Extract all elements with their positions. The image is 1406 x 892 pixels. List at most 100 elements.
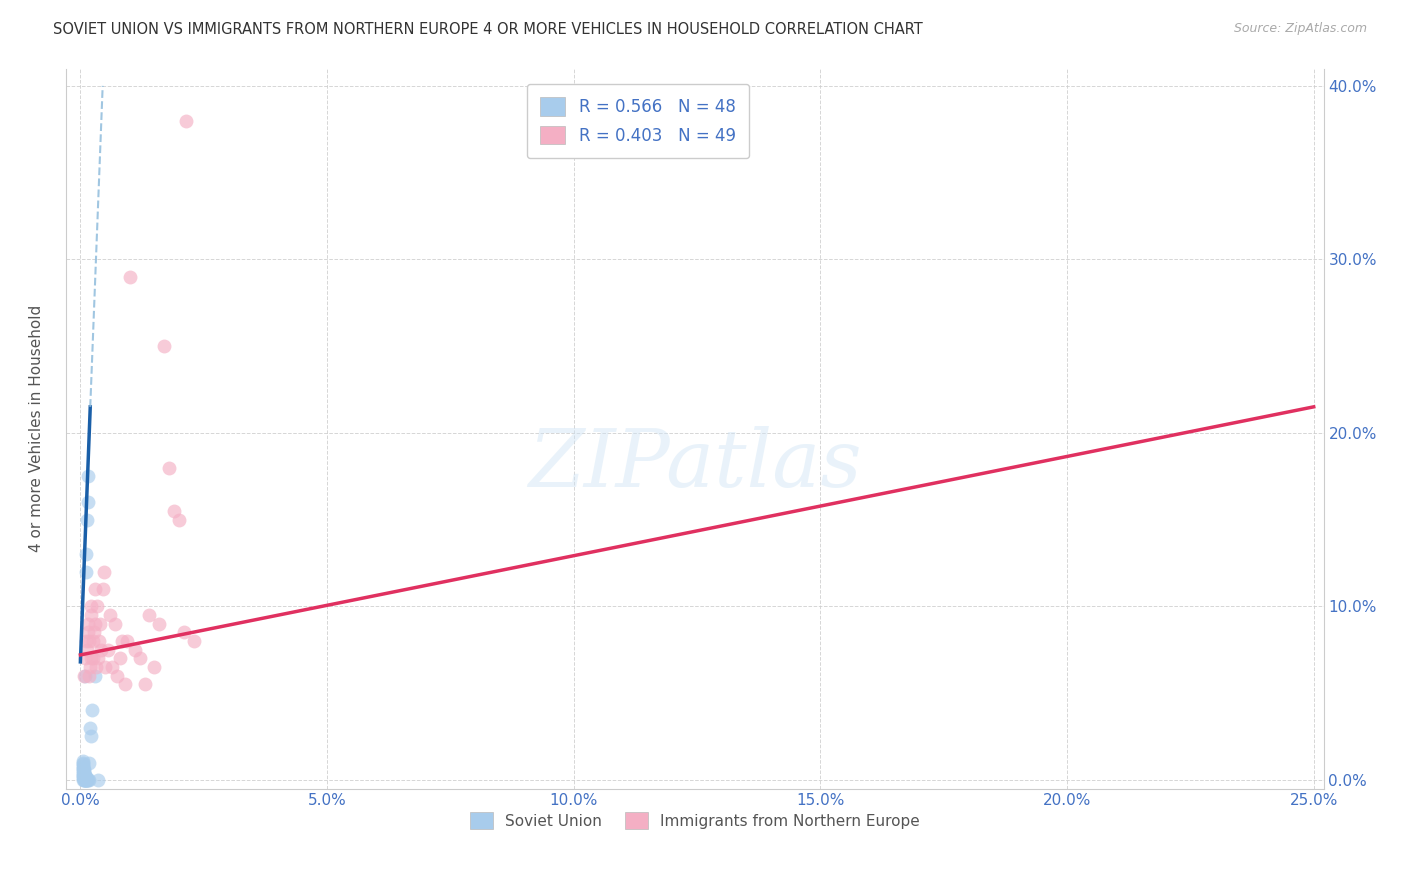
Point — [73, 769, 96, 783]
Point — [73, 763, 96, 777]
Point — [75, 771, 97, 785]
Point — [75, 669, 97, 683]
Point — [173, 625, 195, 640]
Point — [93, 565, 115, 579]
Point — [76, 771, 98, 785]
Point — [83, 625, 105, 640]
Point — [89, 616, 111, 631]
Point — [80, 599, 103, 614]
Point — [73, 771, 96, 785]
Point — [157, 460, 180, 475]
Point — [84, 616, 107, 631]
Y-axis label: 4 or more Vehicles in Household: 4 or more Vehicles in Household — [30, 305, 44, 552]
Legend: Soviet Union, Immigrants from Northern Europe: Soviet Union, Immigrants from Northern E… — [464, 806, 925, 835]
Point — [153, 339, 176, 353]
Point — [79, 660, 101, 674]
Point — [75, 769, 97, 783]
Point — [96, 642, 118, 657]
Point — [77, 616, 100, 631]
Point — [84, 660, 107, 674]
Point — [104, 616, 127, 631]
Point — [73, 765, 96, 780]
Point — [86, 599, 108, 614]
Point — [73, 767, 96, 781]
Point — [89, 634, 111, 648]
Point — [77, 634, 100, 648]
Point — [80, 607, 103, 622]
Point — [73, 769, 96, 783]
Point — [75, 772, 97, 787]
Point — [76, 772, 98, 787]
Point — [77, 772, 100, 787]
Point — [77, 669, 100, 683]
Point — [80, 651, 103, 665]
Point — [72, 761, 94, 775]
Point — [75, 634, 97, 648]
Point — [148, 616, 170, 631]
Point — [72, 763, 94, 777]
Text: Source: ZipAtlas.com: Source: ZipAtlas.com — [1233, 22, 1367, 36]
Point — [72, 771, 94, 785]
Point — [84, 582, 107, 596]
Point — [84, 669, 107, 683]
Point — [105, 669, 128, 683]
Text: SOVIET UNION VS IMMIGRANTS FROM NORTHERN EUROPE 4 OR MORE VEHICLES IN HOUSEHOLD : SOVIET UNION VS IMMIGRANTS FROM NORTHERN… — [53, 22, 924, 37]
Point — [73, 771, 96, 785]
Point — [124, 642, 146, 657]
Point — [73, 669, 96, 683]
Point — [143, 660, 166, 674]
Point — [75, 771, 97, 785]
Point — [118, 269, 141, 284]
Point — [72, 767, 94, 781]
Point — [73, 771, 96, 785]
Point — [82, 651, 104, 665]
Point — [90, 642, 112, 657]
Point — [183, 634, 205, 648]
Point — [94, 660, 117, 674]
Point — [86, 651, 108, 665]
Point — [134, 677, 156, 691]
Point — [79, 721, 101, 735]
Point — [77, 772, 100, 787]
Point — [77, 469, 100, 483]
Point — [72, 764, 94, 779]
Point — [76, 513, 98, 527]
Point — [75, 547, 97, 561]
Point — [77, 756, 100, 770]
Point — [72, 754, 94, 768]
Point — [72, 759, 94, 773]
Point — [76, 772, 98, 787]
Point — [101, 660, 124, 674]
Point — [73, 772, 96, 787]
Point — [128, 651, 150, 665]
Point — [76, 642, 98, 657]
Point — [73, 764, 96, 779]
Point — [82, 634, 104, 648]
Point — [111, 634, 134, 648]
Point — [75, 565, 97, 579]
Point — [82, 703, 104, 717]
Point — [72, 765, 94, 780]
Point — [75, 651, 97, 665]
Point — [73, 767, 96, 781]
Point — [91, 582, 114, 596]
Point — [75, 772, 97, 787]
Point — [167, 513, 190, 527]
Point — [138, 607, 160, 622]
Point — [98, 607, 121, 622]
Point — [76, 495, 98, 509]
Point — [72, 772, 94, 787]
Point — [114, 677, 136, 691]
Point — [75, 772, 97, 787]
Point — [163, 504, 186, 518]
Point — [117, 634, 139, 648]
Point — [76, 625, 98, 640]
Point — [176, 113, 198, 128]
Point — [86, 772, 108, 787]
Point — [72, 757, 94, 772]
Point — [73, 772, 96, 787]
Point — [108, 651, 131, 665]
Point — [80, 730, 103, 744]
Text: ZIPatlas: ZIPatlas — [527, 425, 862, 503]
Point — [73, 772, 96, 787]
